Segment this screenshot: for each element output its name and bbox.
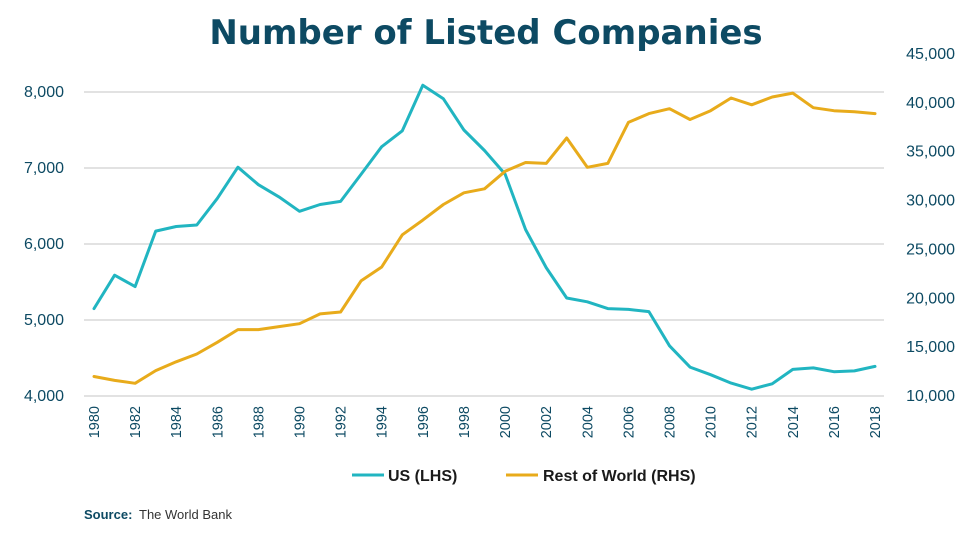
right-y-axis: 10,000 15,000 20,000 25,000 30,000 35,000 40,0… [906,46,955,405]
legend: US (LHS) Rest of World (RHS) [352,468,696,485]
x-tick-label: 1992 [334,406,350,438]
left-tick-label: 8,000 [24,84,64,101]
x-tick-label: 1998 [457,406,473,438]
x-tick-label: 1984 [169,406,185,438]
x-tick-label: 2010 [704,406,720,438]
source-note: Source: The World Bank [84,507,232,522]
left-y-axis: 4,000 5,000 6,000 7,000 8,000 [24,84,64,405]
right-tick-label: 40,000 [906,95,955,112]
series-line-rest-of-world [92,91,877,385]
right-tick-label: 30,000 [906,193,955,210]
x-tick-label: 2004 [580,406,596,438]
x-tick-label: 2002 [539,406,555,438]
right-tick-label: 35,000 [906,144,955,161]
x-tick-label: 2008 [662,406,678,438]
left-tick-label: 5,000 [24,312,64,329]
right-tick-label: 20,000 [906,290,955,307]
x-tick-label: 1996 [416,406,432,438]
x-tick-label: 1986 [210,406,226,438]
legend-label-us: US (LHS) [388,468,457,485]
left-tick-label: 7,000 [24,160,64,177]
gridlines [84,91,884,397]
chart-title: Number of Listed Companies [209,13,762,53]
right-tick-label: 25,000 [906,241,955,258]
x-tick-label: 1980 [87,406,103,438]
x-axis: 1980 1982 1984 1986 1988 1990 1992 1994 1996 1998… [87,406,884,438]
x-tick-label: 1990 [293,406,309,438]
x-tick-label: 2014 [786,406,802,438]
source-text: The World Bank [139,507,232,522]
x-tick-label: 1988 [251,406,267,438]
right-tick-label: 10,000 [906,388,955,405]
right-tick-label: 45,000 [906,46,955,63]
source-label: Source: [84,507,132,522]
x-tick-label: 1994 [375,406,391,438]
left-tick-label: 4,000 [24,388,64,405]
x-tick-label: 2018 [868,406,884,438]
x-tick-label: 2000 [498,406,514,438]
right-tick-label: 15,000 [906,339,955,356]
series-lines [92,83,877,391]
legend-label-rest-of-world: Rest of World (RHS) [543,468,696,485]
x-tick-label: 2006 [621,406,637,438]
x-tick-label: 1982 [128,406,144,438]
left-tick-label: 6,000 [24,236,64,253]
x-tick-label: 2016 [827,406,843,438]
x-tick-label: 2012 [745,406,761,438]
series-line-us [92,83,877,391]
